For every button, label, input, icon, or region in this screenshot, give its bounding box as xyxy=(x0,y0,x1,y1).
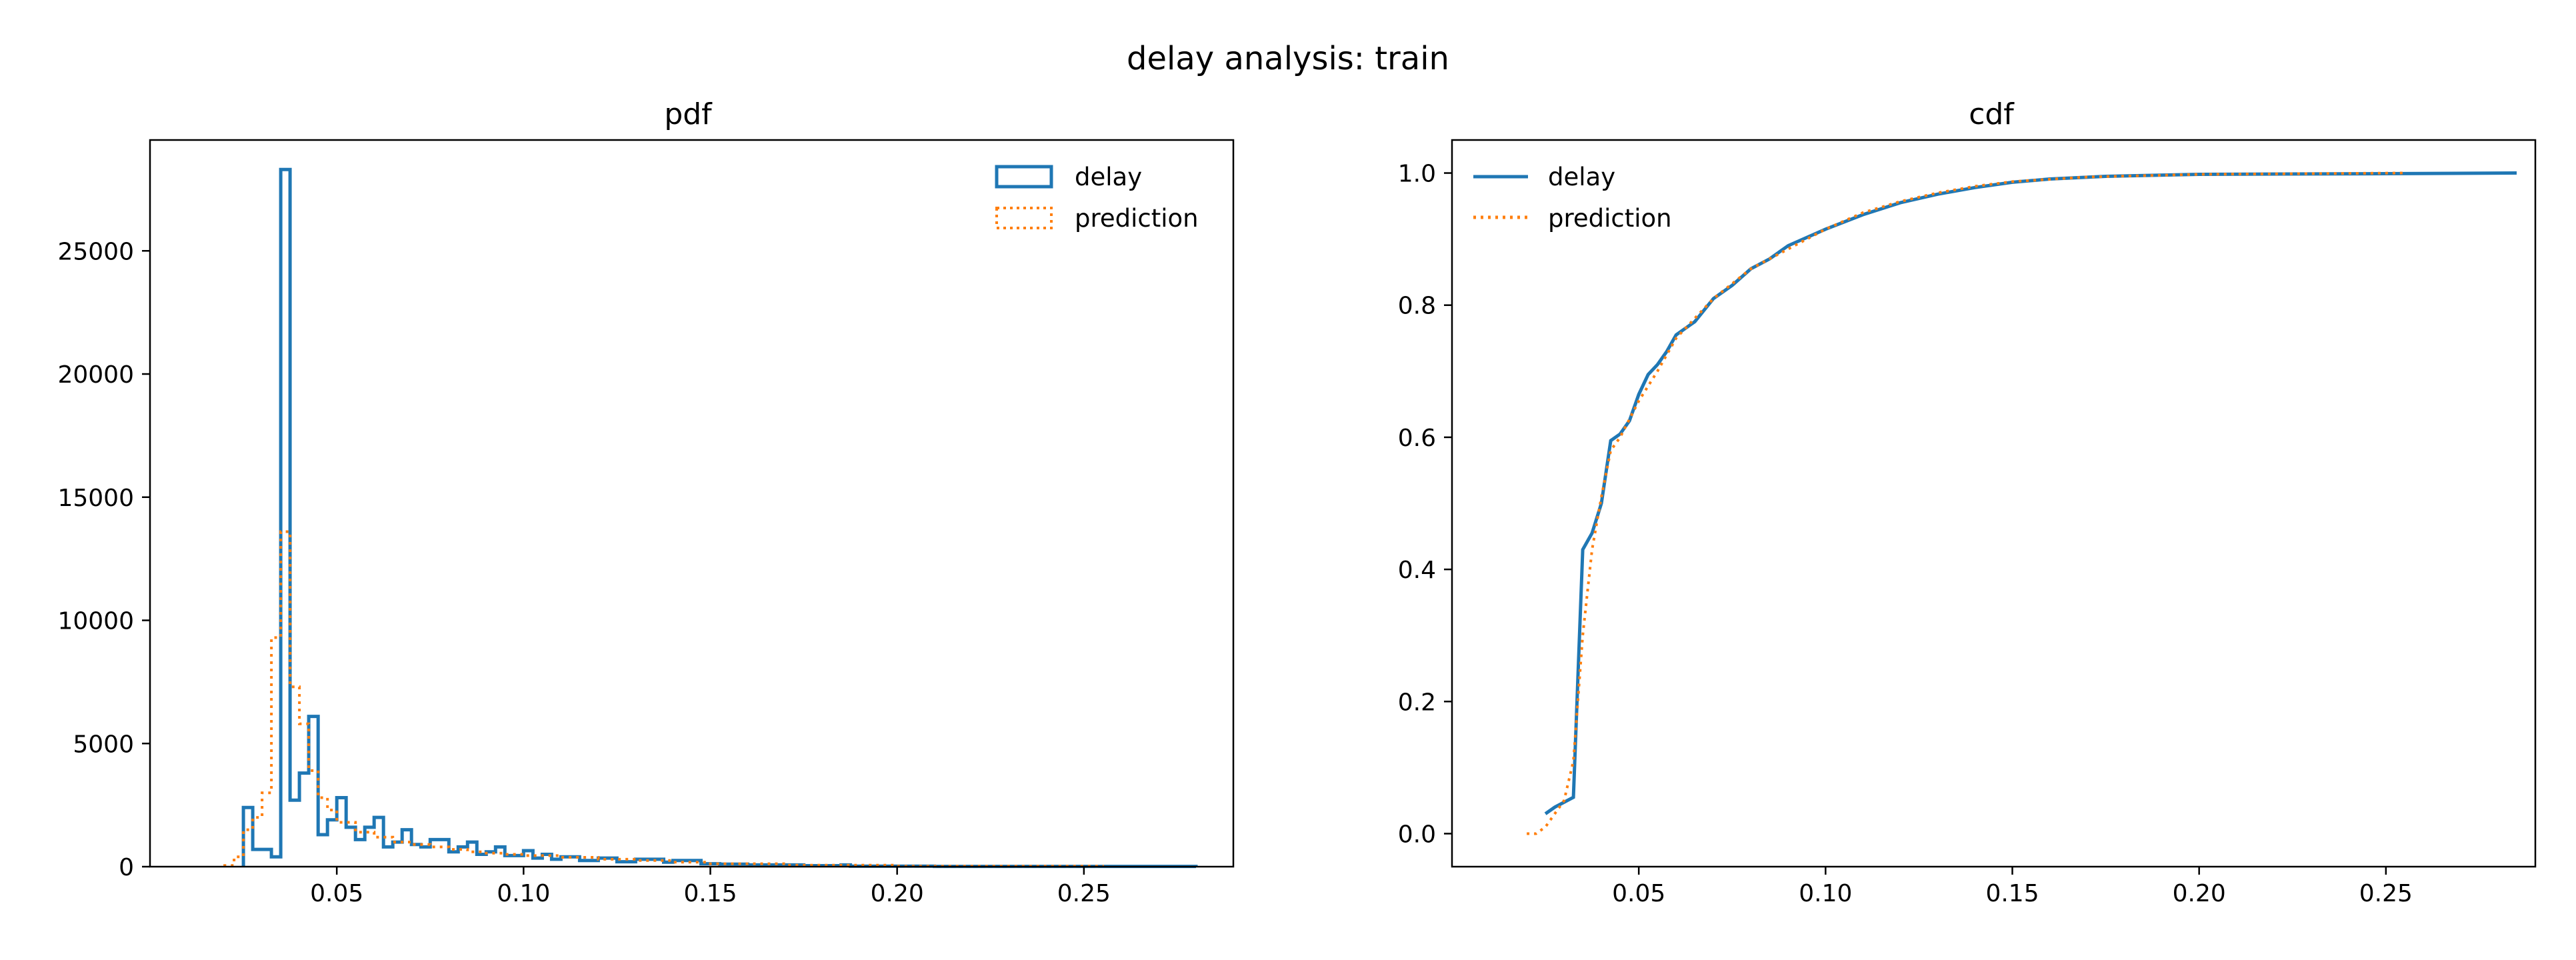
pdf-y-tick-label: 20000 xyxy=(57,361,134,389)
cdf-y-tick-label: 0.6 xyxy=(1398,425,1436,452)
cdf-y-tick-label: 0.4 xyxy=(1398,557,1436,584)
pdf-axis-ticks: 0.05 0.10 0.15 0.20 0.25 0 5000 10000 15000 20000… xyxy=(57,238,1110,907)
pdf-y-tick-label: 15000 xyxy=(57,485,134,512)
cdf-y-tick-label: 0.8 xyxy=(1398,293,1436,320)
cdf-y-tick-label: 0.2 xyxy=(1398,689,1436,716)
cdf-y-tick-label: 1.0 xyxy=(1398,161,1436,188)
cdf-chart: cdf 0.05 0.10 0.15 0.20 0.25 0.0 0.2 0.4 0.6 0.8 1… xyxy=(1398,97,2537,907)
cdf-x-tick-label: 0.15 xyxy=(1985,880,2039,907)
pdf-x-tick-label: 0.10 xyxy=(497,880,550,907)
pdf-legend-label-delay: delay xyxy=(1075,163,1142,191)
cdf-chart-title: cdf xyxy=(1969,97,2015,131)
pdf-series-prediction xyxy=(223,530,1104,868)
pdf-x-tick-label: 0.25 xyxy=(1057,880,1111,907)
pdf-x-tick-label: 0.15 xyxy=(683,880,737,907)
figure-suptitle: delay analysis: train xyxy=(1127,40,1449,77)
cdf-x-tick-label: 0.10 xyxy=(1799,880,1852,907)
cdf-y-tick-label: 0.0 xyxy=(1398,821,1436,848)
pdf-axes-frame xyxy=(149,139,1235,868)
cdf-x-tick-label: 0.25 xyxy=(2359,880,2413,907)
pdf-x-tick-label: 0.20 xyxy=(871,880,924,907)
pdf-y-tick-label: 0 xyxy=(119,854,134,881)
cdf-x-tick-label: 0.20 xyxy=(2173,880,2226,907)
pdf-legend: delay prediction xyxy=(995,163,1199,233)
cdf-x-tick-label: 0.05 xyxy=(1612,880,1665,907)
cdf-axis-ticks: 0.05 0.10 0.15 0.20 0.25 0.0 0.2 0.4 0.6 0.8 1.0 xyxy=(1398,161,2413,907)
cdf-series-delay xyxy=(1544,171,2517,815)
pdf-legend-swatch-delay xyxy=(995,165,1053,189)
pdf-legend-swatch-prediction xyxy=(995,207,1053,229)
cdf-legend-label-delay: delay xyxy=(1548,163,1615,191)
pdf-chart-title: pdf xyxy=(664,97,713,131)
pdf-legend-label-prediction: prediction xyxy=(1075,204,1199,233)
cdf-legend: delay prediction xyxy=(1473,163,1672,233)
pdf-y-tick-label: 5000 xyxy=(73,731,134,758)
pdf-chart: pdf 0.05 0.10 0.15 0.20 0.25 0 5000 10000 15000 2… xyxy=(57,97,1235,907)
pdf-series-delay xyxy=(241,167,1198,869)
cdf-axes-frame xyxy=(1451,139,2537,868)
pdf-y-tick-label: 25000 xyxy=(57,238,134,265)
cdf-plot-area xyxy=(1527,171,2517,835)
cdf-legend-label-prediction: prediction xyxy=(1548,204,1672,233)
cdf-series-prediction xyxy=(1527,171,2405,835)
pdf-x-tick-label: 0.05 xyxy=(310,880,363,907)
pdf-plot-area xyxy=(223,167,1198,869)
pdf-y-tick-label: 10000 xyxy=(57,608,134,635)
